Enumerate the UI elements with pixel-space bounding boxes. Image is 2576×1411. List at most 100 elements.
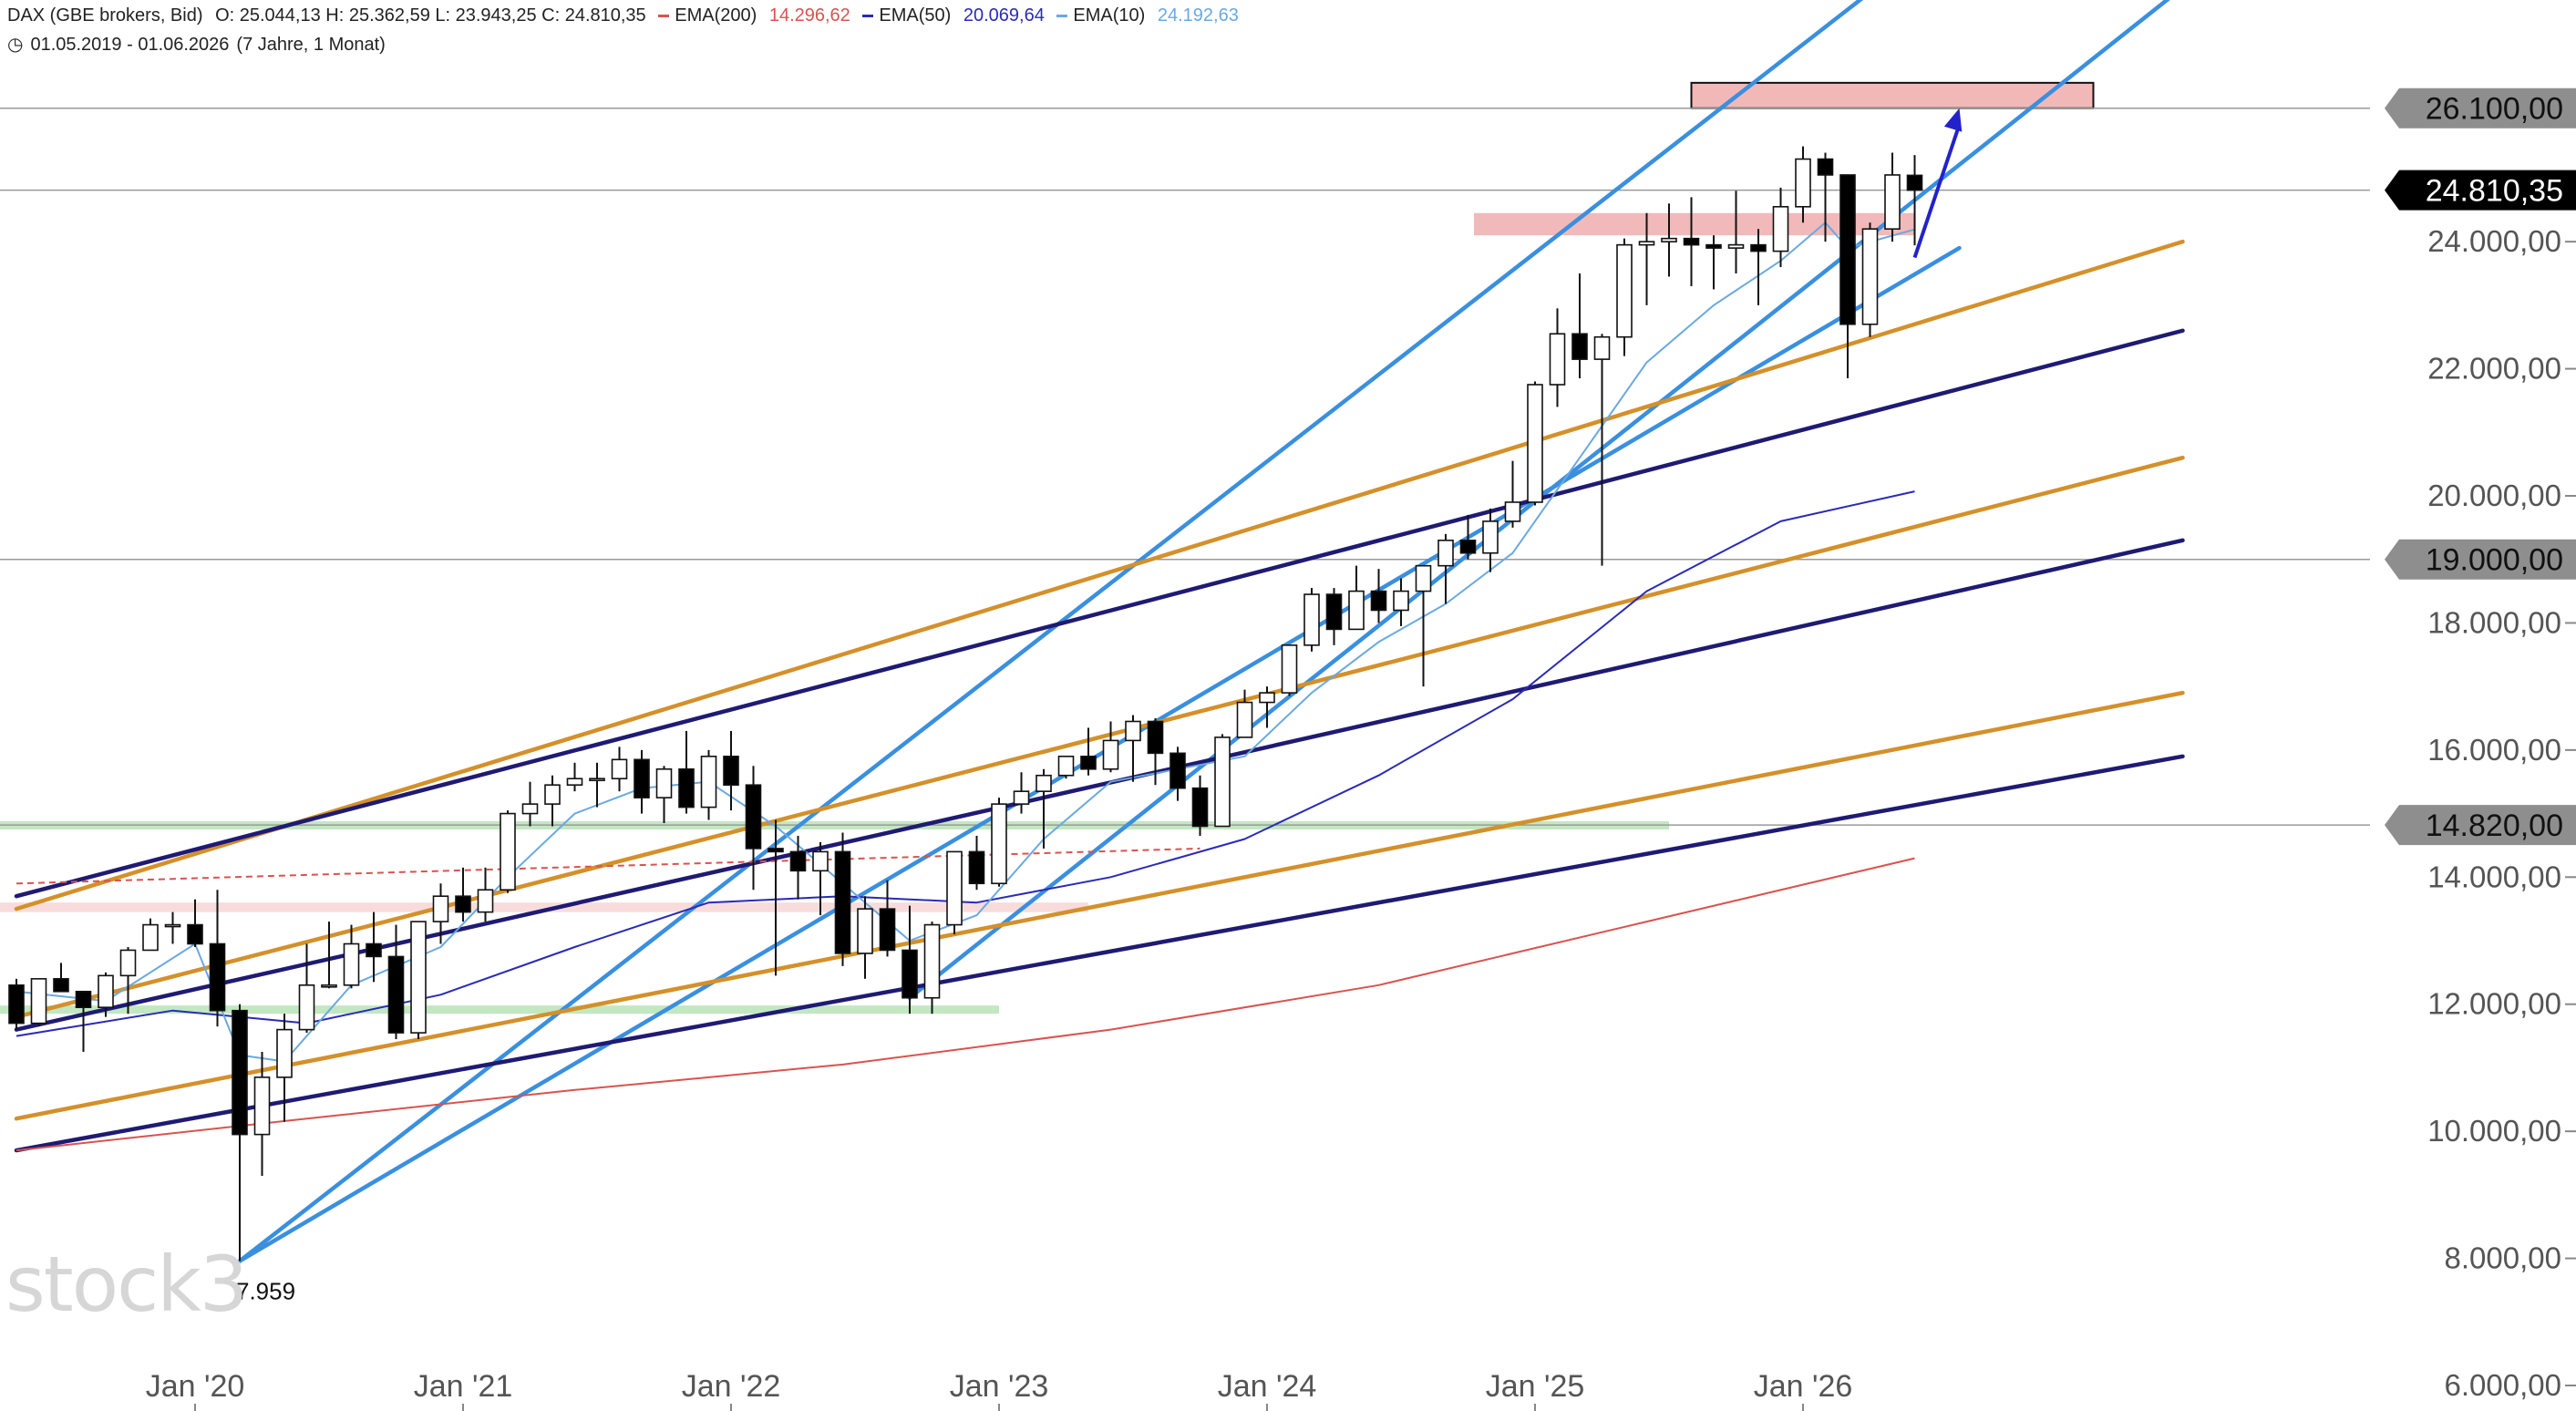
candle[interactable] [1571,273,1588,379]
candle[interactable] [1459,514,1477,560]
candle[interactable] [455,867,471,922]
candle[interactable] [655,766,673,824]
candle[interactable] [1772,187,1789,268]
candle[interactable] [1661,203,1677,277]
candle-body [1170,752,1186,789]
candle[interactable] [879,880,896,957]
candle[interactable] [991,798,1007,887]
candle[interactable] [589,762,605,808]
candle-body [1459,539,1477,554]
candle-body [946,850,963,926]
candle[interactable] [1370,569,1387,623]
candle[interactable] [1393,578,1409,626]
candle[interactable] [1839,174,1856,379]
candle[interactable] [1549,308,1566,407]
candle[interactable] [1527,381,1543,506]
candle[interactable] [923,922,941,1014]
candle[interactable] [1147,718,1164,786]
candle[interactable] [789,835,807,900]
candle[interactable] [343,924,360,989]
candle[interactable] [53,963,69,993]
candle[interactable] [98,972,114,1017]
candle[interactable] [1705,235,1722,290]
indicator-ema50[interactable]: EMA(50) 20.069,64 [862,5,1045,26]
candle[interactable] [1214,734,1231,828]
candle[interactable] [1259,686,1275,728]
candle[interactable] [1616,238,1633,356]
candle[interactable] [634,749,650,814]
candle[interactable] [1125,715,1141,782]
candle[interactable] [276,1014,293,1122]
y-tick-label: 24.000,00 [2427,224,2561,258]
candle[interactable] [1415,564,1432,687]
indicator-ema10[interactable]: EMA(10) 24.192,63 [1056,5,1239,26]
candle[interactable] [164,911,181,944]
candle[interactable] [700,749,717,820]
candle[interactable] [745,766,762,891]
candle[interactable] [1593,334,1611,566]
indicator-ema200[interactable]: EMA(200) 14.296,62 [658,5,850,26]
candle[interactable] [1036,768,1052,849]
candle[interactable] [723,730,739,811]
candle[interactable] [1170,747,1186,801]
candle[interactable] [1638,212,1655,305]
candle[interactable] [1884,152,1901,242]
candle[interactable] [566,762,583,792]
candle-body [1616,243,1633,338]
candle[interactable] [1191,775,1209,836]
candle[interactable] [544,775,561,827]
candle[interactable] [611,747,628,792]
candle[interactable] [1303,588,1320,652]
candle[interactable] [902,905,918,1014]
candle[interactable] [946,850,963,935]
candle[interactable] [1057,756,1075,779]
candle[interactable] [1080,727,1097,776]
candle[interactable] [812,841,829,916]
candles-layer[interactable] [8,146,1923,1262]
candle[interactable] [1727,191,1745,273]
candle[interactable] [477,867,494,922]
candle[interactable] [1795,146,1811,223]
candle[interactable] [253,1052,271,1176]
target-arrow [1912,124,1962,259]
candle[interactable] [857,896,873,979]
candle[interactable] [1750,229,1767,305]
candle[interactable] [1504,460,1521,528]
candle[interactable] [410,921,427,1040]
candle[interactable] [142,918,159,952]
candle[interactable] [521,781,539,827]
candle[interactable] [187,899,203,947]
candle[interactable] [678,730,695,814]
candle[interactable] [321,922,337,989]
candle[interactable] [8,978,25,1030]
candle[interactable] [834,832,851,966]
candle[interactable] [366,911,382,983]
candle[interactable] [1281,644,1298,696]
candle[interactable] [1906,155,1923,246]
candle[interactable] [768,819,784,976]
candle[interactable] [1325,588,1343,645]
candle[interactable] [1817,152,1834,242]
candle[interactable] [1348,565,1365,631]
candle[interactable] [30,978,47,1027]
chart-range: ◷ 01.05.2019 - 01.06.2026 (7 Jahre, 1 Mona… [7,33,393,56]
x-tick-label: Jan '20 [146,1369,245,1404]
candle[interactable] [500,810,516,893]
candle[interactable] [1861,222,1879,337]
candle[interactable] [119,946,137,1014]
candle[interactable] [1236,689,1253,738]
candle[interactable] [1013,772,1030,814]
candle[interactable] [298,943,315,1034]
candle[interactable] [1683,197,1700,286]
candle[interactable] [1437,533,1454,604]
candle-body [634,758,650,798]
candle[interactable] [1102,721,1119,773]
candle[interactable] [209,890,226,1027]
candle[interactable] [75,990,92,1052]
candle[interactable] [387,924,405,1040]
candle[interactable] [1482,508,1499,572]
candle[interactable] [232,1004,248,1262]
candle[interactable] [432,883,449,944]
candle[interactable] [968,835,985,891]
